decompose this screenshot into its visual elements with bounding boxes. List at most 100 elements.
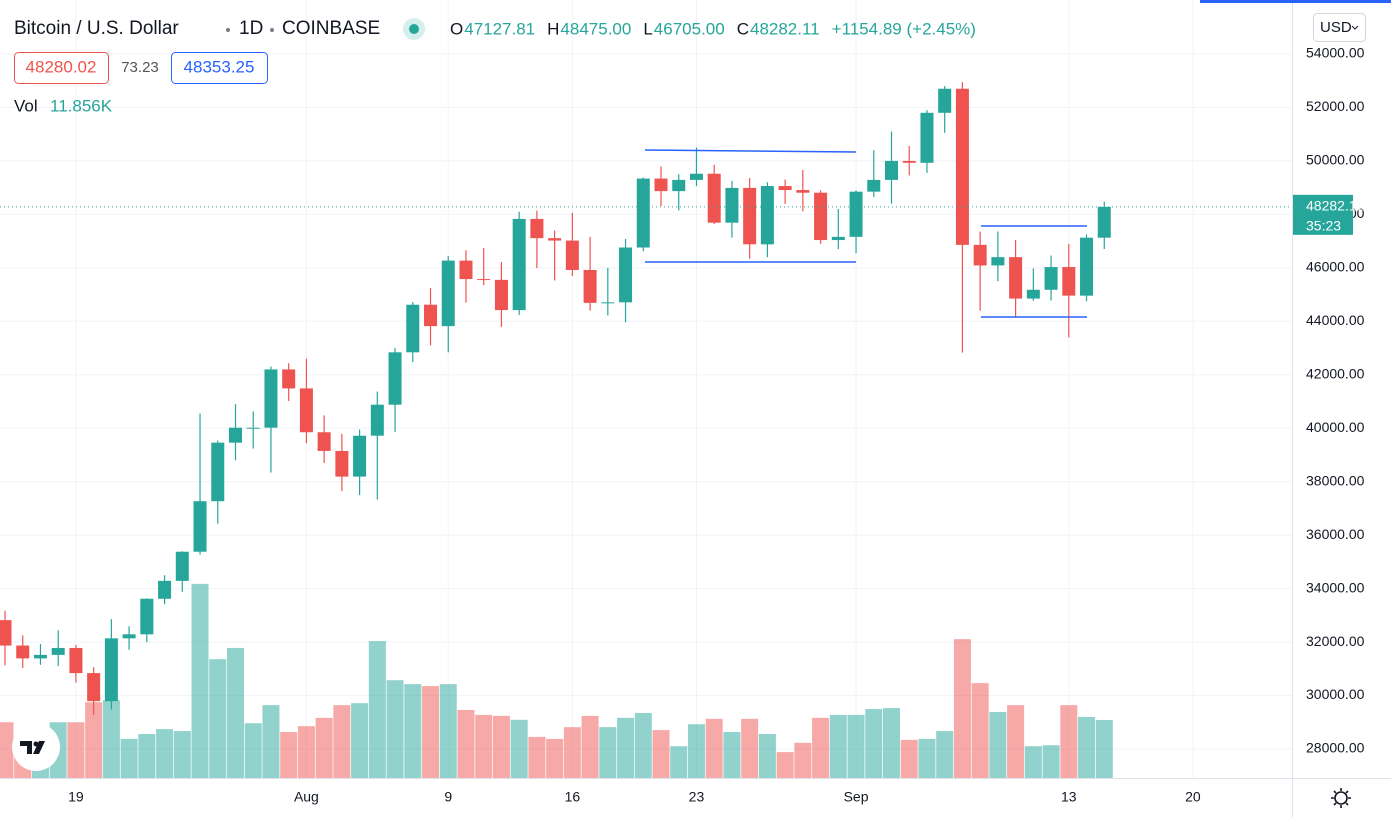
bid: 48280.02 (26, 57, 97, 76)
y-tick-label: 46000.00 (1306, 259, 1365, 275)
candle-body (424, 304, 438, 327)
candle-body (282, 369, 296, 389)
volume-bar (847, 714, 865, 778)
currency-select[interactable] (1313, 13, 1366, 42)
candle-body (636, 178, 650, 248)
volume-bar (226, 647, 244, 778)
candle-body (973, 244, 987, 266)
last-price: 48282.11 (1306, 198, 1364, 214)
volume-bar (670, 746, 688, 778)
separator (270, 28, 274, 32)
tradingview-logo[interactable] (12, 723, 60, 771)
candle-body (601, 302, 615, 304)
top-accent (1200, 0, 1391, 3)
volume-bar (368, 641, 386, 778)
candle-body (938, 88, 952, 113)
candle-body (1009, 257, 1023, 299)
ohlc-key: C (737, 19, 749, 38)
candle-body (867, 179, 881, 192)
volume-bar (723, 732, 741, 778)
volume-bar (1095, 720, 1113, 778)
y-tick-label: 34000.00 (1306, 579, 1365, 595)
x-tick-label: 19 (68, 789, 84, 805)
volume-bar (262, 705, 280, 778)
ohlc-value: 46705.00 (654, 19, 725, 38)
change: +1154.89 (+2.45%) (832, 19, 976, 38)
volume-bar (492, 715, 510, 778)
candle-body (991, 257, 1005, 266)
candle-body (743, 187, 757, 245)
volume-bar (404, 684, 422, 778)
volume-bar (333, 705, 351, 778)
y-tick-label: 44000.00 (1306, 312, 1365, 328)
volume-bar (546, 738, 564, 778)
volume-bar (687, 724, 705, 778)
candle-body (16, 645, 30, 659)
volume-bar (156, 729, 174, 778)
settings-icon[interactable] (1331, 788, 1351, 808)
candle-body (512, 218, 526, 311)
interval: 1D (239, 18, 263, 39)
candle-body (796, 190, 810, 193)
candle-body (193, 501, 207, 552)
candle-body (565, 240, 579, 270)
volume-bar (297, 726, 315, 778)
candle-body (831, 236, 845, 241)
volume-bar (351, 703, 369, 778)
gear-teeth (1331, 788, 1351, 808)
y-tick-label: 36000.00 (1306, 526, 1365, 542)
spread: 73.23 (121, 59, 159, 76)
candle-body (317, 432, 331, 451)
candle-body (246, 427, 260, 429)
logo-dot (33, 741, 39, 747)
time-axis: 19 Aug 9 16 23 Sep 13 20 (68, 789, 1201, 805)
volume-bar (758, 733, 776, 778)
volume-bar (280, 732, 298, 778)
candle-body (69, 647, 83, 674)
volume-bar (900, 739, 918, 778)
trend-line[interactable] (644, 149, 857, 153)
ohlc-legend: O 47127.81 H 48475.00 L 46705.00 C 48282.11 (450, 19, 820, 38)
candles (0, 82, 1111, 715)
candle-body (228, 427, 242, 443)
volume-bar (741, 718, 759, 778)
last-price-box (1293, 194, 1353, 235)
volume-bar (528, 736, 546, 778)
y-tick-label: 40000.00 (1306, 419, 1365, 435)
volume-bar (794, 742, 812, 778)
candle-body (122, 634, 136, 639)
ask-box[interactable] (171, 52, 268, 84)
dropdown-arrow (1351, 25, 1359, 30)
logo-bg (12, 723, 60, 771)
y-tick-label: 38000.00 (1306, 472, 1365, 488)
volume-bar (883, 708, 900, 778)
volume-bar (812, 717, 830, 778)
ohlc-value: 48282.11 (750, 19, 820, 38)
candle-body (1044, 267, 1058, 290)
y-tick-label: 54000.00 (1306, 45, 1365, 61)
y-tick-label: 28000.00 (1306, 740, 1365, 756)
volume-bar (581, 715, 599, 778)
volume-bar (0, 722, 14, 778)
candle-body (920, 112, 934, 163)
volume-pane (0, 583, 1113, 778)
candle-body (1026, 289, 1040, 299)
volume-bar (652, 730, 670, 778)
candle-body (264, 369, 278, 428)
volume-bar (1024, 746, 1042, 778)
volume-bar (475, 714, 493, 778)
candle-body (619, 247, 633, 303)
x-tick-label: Aug (294, 789, 319, 805)
candle-body (211, 442, 225, 502)
bid-box[interactable] (14, 52, 109, 84)
x-tick-label: Sep (844, 789, 869, 805)
volume-bar (1007, 705, 1025, 778)
x-tick-label: 16 (565, 789, 581, 805)
volume-bar (439, 684, 457, 778)
volume-bar (209, 659, 227, 778)
volume-bar (829, 714, 847, 778)
candle-body (849, 191, 863, 237)
ask: 48353.25 (184, 57, 255, 76)
candle-body (441, 260, 455, 327)
